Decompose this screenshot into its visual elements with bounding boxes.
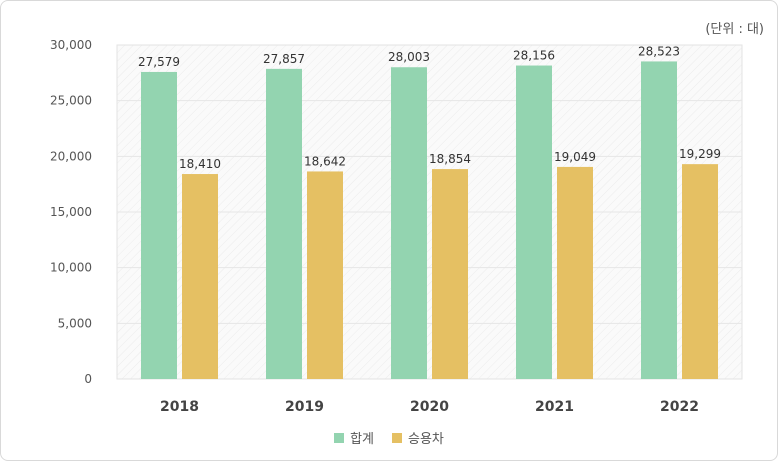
- data-label-passenger-car: 18,410: [179, 157, 221, 171]
- legend-label-total: 합계: [350, 432, 375, 447]
- y-tick-label: 10,000: [50, 261, 92, 275]
- legend: 합계 승용차: [0, 428, 778, 447]
- bar-total: [266, 68, 302, 379]
- x-tick-label: 2022: [660, 399, 699, 415]
- y-tick-label: 25,000: [50, 94, 92, 108]
- y-tick-label: 20,000: [50, 149, 92, 163]
- x-tick-label: 2020: [410, 399, 449, 415]
- y-tick-label: 5,000: [58, 316, 92, 330]
- bar-passenger-car: [682, 164, 718, 379]
- x-tick-label: 2019: [285, 399, 324, 415]
- y-axis: 0 5,000 10,000 15,000 20,000 25,000 30,000: [50, 38, 92, 386]
- y-tick-label: 0: [84, 372, 92, 386]
- x-axis: 2018 2019 2020 2021 2022: [160, 399, 699, 415]
- bar-total: [391, 67, 427, 379]
- data-label-total: 28,523: [638, 44, 680, 58]
- grid-lines: [117, 100, 742, 324]
- bar-passenger-car: [432, 169, 468, 379]
- data-label-total: 28,003: [388, 50, 430, 64]
- y-tick-label: 30,000: [50, 38, 92, 52]
- legend-swatch-total: [334, 432, 345, 443]
- bars: 27,579 18,410 27,857 18,642 28,003 18,854 28,1…: [138, 44, 721, 379]
- data-label-passenger-car: 18,642: [304, 154, 346, 168]
- data-label-passenger-car: 19,299: [679, 147, 721, 161]
- legend-label-passenger-car: 승용차: [408, 432, 444, 447]
- data-label-total: 27,579: [138, 55, 180, 69]
- bar-total: [141, 71, 177, 379]
- data-label-passenger-car: 18,854: [429, 152, 471, 166]
- y-tick-label: 15,000: [50, 205, 92, 219]
- x-tick-label: 2021: [535, 399, 574, 415]
- x-tick-label: 2018: [160, 399, 199, 415]
- bar-passenger-car: [182, 174, 218, 379]
- data-label-total: 27,857: [263, 52, 305, 66]
- bar-passenger-car: [307, 171, 343, 379]
- legend-swatch-passenger-car: [392, 432, 403, 443]
- data-label-total: 28,156: [513, 49, 555, 63]
- legend-item-passenger-car[interactable]: 승용차: [392, 428, 444, 447]
- bar-total: [641, 61, 677, 379]
- data-label-passenger-car: 19,049: [554, 150, 596, 164]
- bar-total: [516, 65, 552, 379]
- legend-item-total[interactable]: 합계: [334, 428, 374, 447]
- bar-passenger-car: [557, 166, 593, 379]
- unit-label: (단위 : 대): [705, 22, 764, 37]
